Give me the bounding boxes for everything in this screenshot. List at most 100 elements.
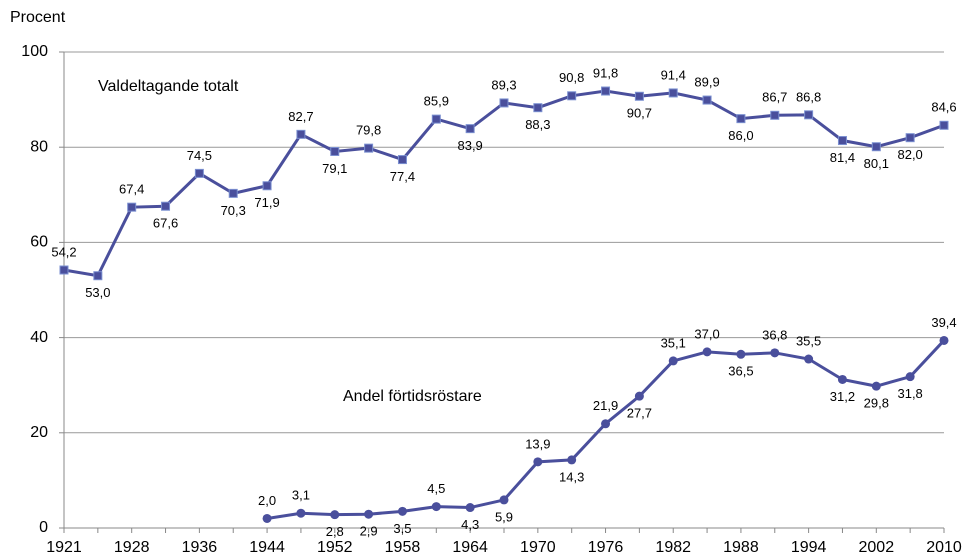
marker bbox=[364, 509, 374, 519]
marker bbox=[668, 88, 678, 98]
x-tick-label: 1936 bbox=[182, 539, 218, 556]
x-tick-label: 1928 bbox=[114, 539, 150, 556]
marker bbox=[567, 455, 577, 465]
marker bbox=[634, 391, 644, 401]
data-label: 83,9 bbox=[457, 138, 482, 153]
marker bbox=[905, 372, 915, 382]
data-label: 74,5 bbox=[187, 148, 212, 163]
marker bbox=[702, 347, 712, 357]
marker bbox=[939, 335, 949, 345]
marker bbox=[465, 503, 475, 513]
data-label: 89,9 bbox=[694, 75, 719, 90]
data-label: 86,7 bbox=[762, 90, 787, 105]
data-label: 81,4 bbox=[830, 150, 855, 165]
y-tick-label: 40 bbox=[30, 329, 48, 346]
data-label: 4,3 bbox=[461, 517, 479, 532]
data-label: 4,5 bbox=[427, 481, 445, 496]
marker bbox=[194, 168, 204, 178]
data-label: 29,8 bbox=[864, 396, 889, 411]
marker bbox=[736, 114, 746, 124]
marker bbox=[59, 265, 69, 275]
marker bbox=[804, 110, 814, 120]
marker bbox=[668, 356, 678, 366]
y-tick-label: 20 bbox=[30, 424, 48, 441]
marker bbox=[262, 181, 272, 191]
data-label: 36,5 bbox=[728, 364, 753, 379]
marker bbox=[397, 506, 407, 516]
marker bbox=[770, 110, 780, 120]
marker bbox=[871, 142, 881, 152]
data-label: 39,4 bbox=[931, 315, 956, 330]
data-label: 3,5 bbox=[393, 521, 411, 536]
data-label: 82,7 bbox=[288, 109, 313, 124]
data-label: 54,2 bbox=[51, 244, 76, 259]
data-label: 3,1 bbox=[292, 488, 310, 503]
data-label: 67,6 bbox=[153, 216, 178, 231]
y-axis-label: Procent bbox=[10, 9, 66, 26]
marker bbox=[296, 508, 306, 518]
x-tick-label: 1994 bbox=[791, 539, 827, 556]
x-tick-label: 1982 bbox=[655, 539, 691, 556]
data-label: 2,9 bbox=[360, 524, 378, 539]
data-label: 80,1 bbox=[864, 156, 889, 171]
data-label: 21,9 bbox=[593, 398, 618, 413]
series-line bbox=[266, 339, 946, 520]
marker bbox=[905, 133, 915, 143]
marker bbox=[567, 91, 577, 101]
data-label: 86,0 bbox=[728, 128, 753, 143]
x-tick-label: 1952 bbox=[317, 539, 353, 556]
series-label: Andel förtidsröstare bbox=[343, 388, 482, 405]
x-tick-label: 2002 bbox=[859, 539, 895, 556]
marker bbox=[804, 354, 814, 364]
marker bbox=[601, 86, 611, 96]
data-label: 71,9 bbox=[254, 195, 279, 210]
marker bbox=[837, 136, 847, 146]
marker bbox=[634, 91, 644, 101]
marker bbox=[364, 143, 374, 153]
x-tick-label: 1970 bbox=[520, 539, 556, 556]
x-tick-label: 1964 bbox=[452, 539, 488, 556]
data-label: 90,8 bbox=[559, 70, 584, 85]
y-tick-label: 100 bbox=[21, 43, 48, 60]
data-label: 91,8 bbox=[593, 65, 618, 80]
x-tick-label: 2010 bbox=[926, 539, 962, 556]
data-label: 2,8 bbox=[326, 524, 344, 539]
x-tick-label: 1988 bbox=[723, 539, 759, 556]
x-tick-label: 1921 bbox=[46, 539, 82, 556]
y-tick-label: 80 bbox=[30, 138, 48, 155]
marker bbox=[770, 348, 780, 358]
marker bbox=[330, 510, 340, 520]
data-label: 82,0 bbox=[897, 147, 922, 162]
x-tick-label: 1958 bbox=[385, 539, 421, 556]
data-label: 88,3 bbox=[525, 117, 550, 132]
marker bbox=[127, 202, 137, 212]
data-label: 91,4 bbox=[661, 67, 686, 82]
marker bbox=[431, 502, 441, 512]
data-label: 13,9 bbox=[525, 436, 550, 451]
data-label: 36,8 bbox=[762, 327, 787, 342]
data-label: 85,9 bbox=[424, 94, 449, 109]
marker bbox=[871, 381, 881, 391]
marker bbox=[837, 374, 847, 384]
x-tick-label: 1944 bbox=[249, 539, 285, 556]
data-label: 70,3 bbox=[221, 203, 246, 218]
data-label: 35,5 bbox=[796, 333, 821, 348]
data-label: 31,8 bbox=[897, 386, 922, 401]
marker bbox=[499, 98, 509, 108]
marker bbox=[262, 513, 272, 523]
marker bbox=[296, 129, 306, 139]
marker bbox=[702, 95, 712, 105]
data-label: 35,1 bbox=[661, 335, 686, 350]
data-label: 86,8 bbox=[796, 89, 821, 104]
data-label: 37,0 bbox=[694, 326, 719, 341]
data-label: 77,4 bbox=[390, 169, 415, 184]
marker bbox=[736, 349, 746, 359]
marker bbox=[330, 146, 340, 156]
marker bbox=[533, 457, 543, 467]
marker bbox=[601, 419, 611, 429]
data-label: 90,7 bbox=[627, 106, 652, 121]
series-label: Valdeltagande totalt bbox=[98, 78, 239, 95]
marker bbox=[397, 155, 407, 165]
data-label: 67,4 bbox=[119, 182, 144, 197]
